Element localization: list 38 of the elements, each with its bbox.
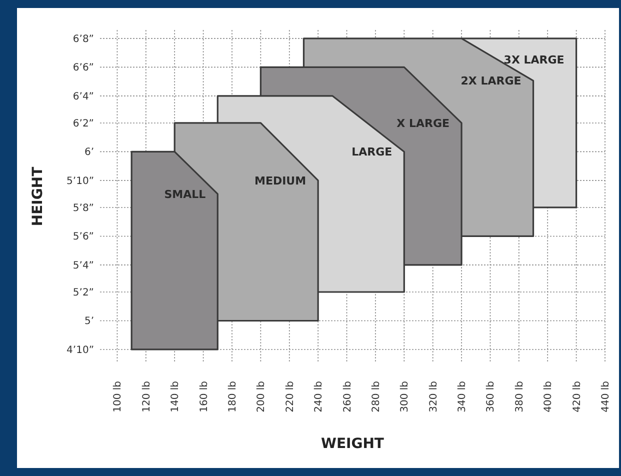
x-tick-label: 240 lb <box>314 381 325 412</box>
x-tick-label: 320 lb <box>428 381 440 412</box>
x-axis-title: WEIGHT <box>321 436 384 452</box>
x-tick-label: 400 lb <box>543 381 554 412</box>
x-tick-label: 360 lb <box>486 381 497 412</box>
series-label: SMALL <box>164 188 206 201</box>
y-tick-label: 5’4” <box>72 260 94 272</box>
y-tick-label: 5’ <box>84 316 94 328</box>
x-tick-label: 300 lb <box>400 381 411 412</box>
x-tick-label: 220 lb <box>284 381 296 412</box>
x-tick-label: 120 lb <box>141 381 152 412</box>
y-tick-label: 4’10” <box>66 344 94 356</box>
y-tick-label: 6’6” <box>72 62 94 74</box>
y-tick-label: 5’10” <box>66 176 94 187</box>
x-tick-label: 180 lb <box>227 381 238 412</box>
x-tick-label: 200 lb <box>256 381 268 412</box>
x-tick-label: 340 lb <box>457 381 468 412</box>
x-tick-label: 260 lb <box>342 381 354 412</box>
y-tick-label: 5’2” <box>72 288 94 299</box>
series-label: 2X LARGE <box>460 74 522 88</box>
x-tick-label: 100 lb <box>112 381 124 412</box>
series-label: X LARGE <box>396 116 450 130</box>
x-tick-label: 140 lb <box>170 381 182 412</box>
y-tick-label: 6’ <box>84 147 94 158</box>
y-axis-title: HEIGHT <box>30 166 46 226</box>
x-tick-label: 420 lb <box>572 381 583 412</box>
series-label: 3X LARGE <box>504 54 564 67</box>
y-tick-label: 5’6” <box>72 232 94 243</box>
series-label: LARGE <box>352 146 392 159</box>
y-tick-label: 6’8” <box>72 34 94 45</box>
y-tick-label: 6’4” <box>72 91 94 102</box>
x-tick-label: 280 lb <box>370 381 382 412</box>
x-tick-label: 380 lb <box>514 381 526 412</box>
x-tick-label: 440 lb <box>600 381 612 412</box>
y-tick-label: 5’8” <box>72 202 94 214</box>
series-label: MEDIUM <box>254 174 306 188</box>
y-tick-label: 6’2” <box>72 118 94 130</box>
x-tick-label: 160 lb <box>198 381 210 412</box>
